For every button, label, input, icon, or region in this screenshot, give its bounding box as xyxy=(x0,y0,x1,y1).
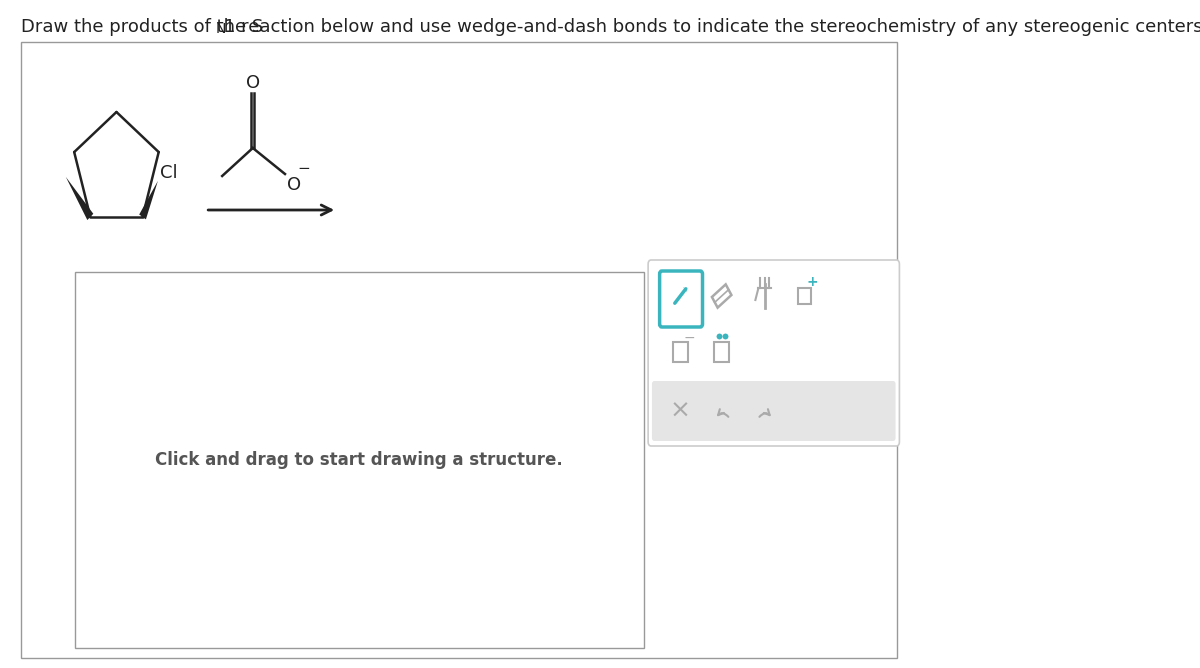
Text: Cl: Cl xyxy=(160,164,178,182)
Text: ×: × xyxy=(670,399,691,423)
Polygon shape xyxy=(139,181,158,219)
Text: −: − xyxy=(298,160,310,176)
FancyBboxPatch shape xyxy=(648,260,900,446)
Bar xyxy=(673,342,688,362)
Bar xyxy=(714,342,730,362)
Text: Click and drag to start drawing a structure.: Click and drag to start drawing a struct… xyxy=(156,451,563,469)
Text: O: O xyxy=(287,176,301,194)
Polygon shape xyxy=(66,177,94,220)
Bar xyxy=(76,272,643,648)
Text: 1 reaction below and use wedge-and-dash bonds to indicate the stereochemistry of: 1 reaction below and use wedge-and-dash … xyxy=(223,18,1200,36)
FancyBboxPatch shape xyxy=(660,271,702,327)
Polygon shape xyxy=(683,287,688,293)
Text: +: + xyxy=(806,275,818,289)
FancyBboxPatch shape xyxy=(652,381,895,441)
Text: Draw the products of the S: Draw the products of the S xyxy=(22,18,264,36)
Text: N: N xyxy=(215,22,226,36)
Text: −: − xyxy=(684,331,695,345)
Bar xyxy=(798,288,810,304)
Text: O: O xyxy=(246,74,260,92)
